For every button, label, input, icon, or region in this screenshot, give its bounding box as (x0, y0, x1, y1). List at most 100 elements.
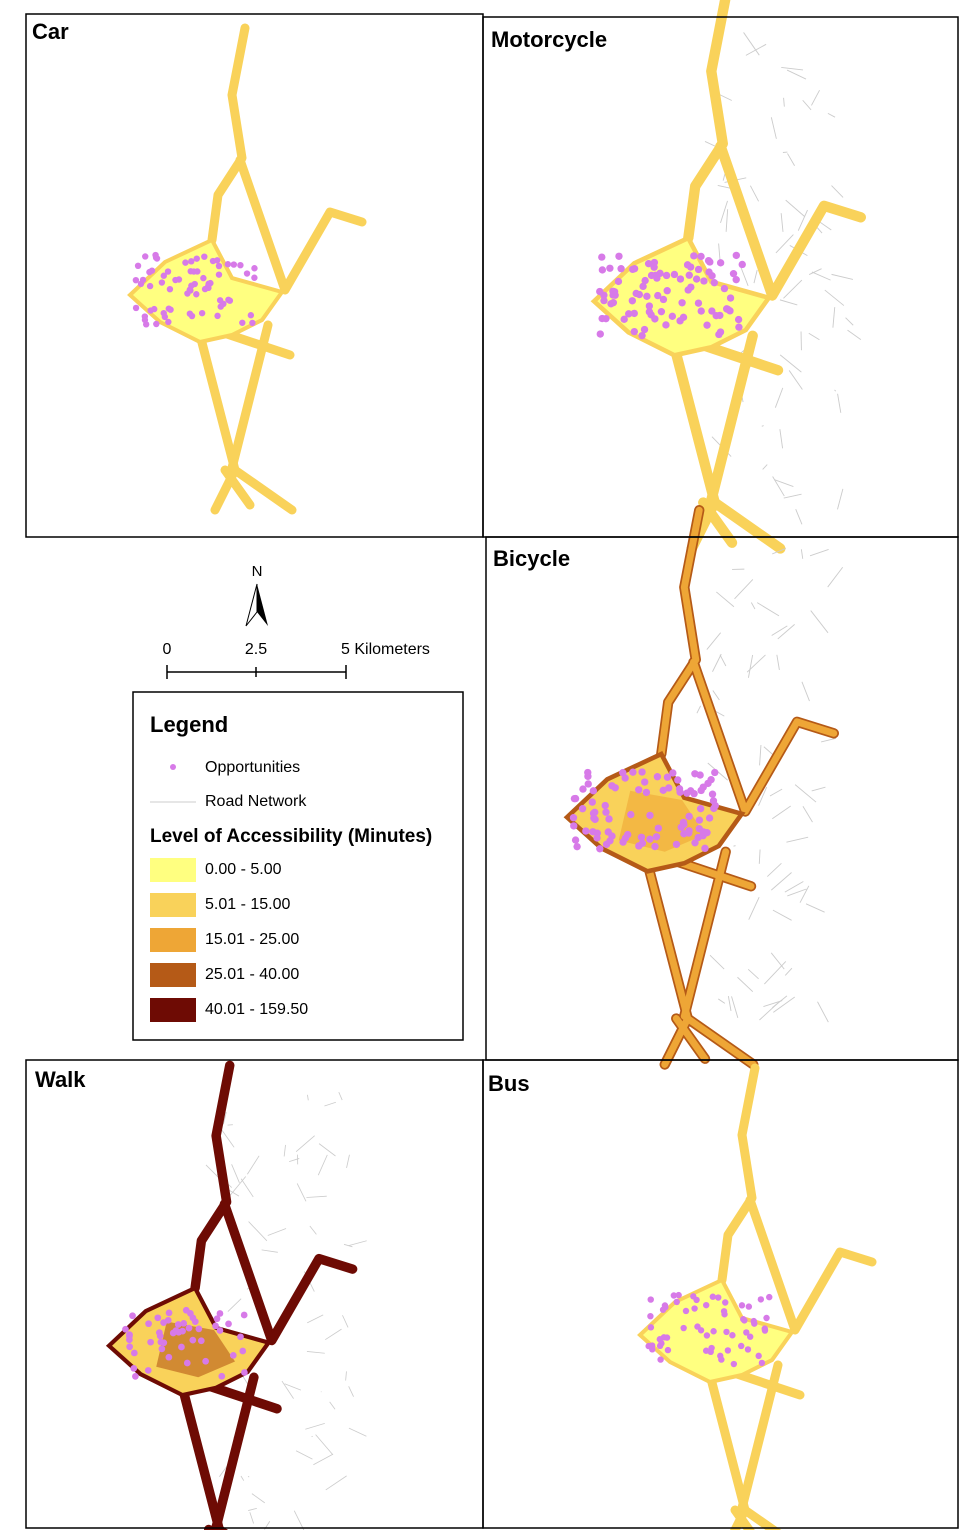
legend-label: 15.01 - 25.00 (205, 931, 299, 948)
opportunity (129, 1312, 136, 1319)
opportunity (599, 266, 606, 273)
opportunity (709, 791, 716, 798)
opportunity (741, 1317, 747, 1323)
opportunity (651, 315, 658, 322)
opportunity (133, 277, 139, 283)
opportunity (165, 1354, 172, 1361)
opportunity (648, 1324, 654, 1330)
opportunity (705, 268, 712, 275)
opportunity (653, 833, 660, 840)
opportunity (687, 283, 694, 290)
opportunity (710, 1294, 716, 1300)
opportunity (198, 1337, 205, 1344)
legend-swatch (150, 928, 196, 952)
opportunity (602, 802, 609, 809)
scale-label: 0 (163, 641, 172, 658)
opportunity (212, 1323, 219, 1330)
road-network (733, 846, 735, 847)
opportunity (167, 286, 173, 292)
opportunity (603, 841, 610, 848)
opportunity (165, 319, 171, 325)
opportunity (657, 1343, 663, 1349)
opportunity (647, 1313, 653, 1319)
opportunity (701, 845, 708, 852)
opportunity (635, 786, 642, 793)
opportunity (237, 1333, 244, 1340)
opportunity (251, 265, 257, 271)
opportunity (178, 1344, 185, 1351)
opportunity (161, 310, 167, 316)
opportunity (690, 252, 697, 259)
opportunity (188, 258, 194, 264)
opportunity (641, 326, 648, 333)
opportunity (686, 272, 693, 279)
opportunity (147, 307, 153, 313)
opportunity (607, 300, 614, 307)
opportunity (631, 328, 638, 335)
opportunity (216, 271, 222, 277)
opportunity (225, 1321, 232, 1328)
legend-subtitle: Level of Accessibility (Minutes) (150, 826, 432, 847)
opportunity (140, 277, 146, 283)
legend-dot (170, 764, 176, 770)
opportunity (676, 317, 683, 324)
opportunity (143, 321, 149, 327)
opportunity (572, 795, 579, 802)
opportunity (225, 297, 231, 303)
opportunity (218, 1373, 225, 1380)
opportunity (641, 277, 648, 284)
opportunity (172, 277, 178, 283)
opportunity (251, 275, 257, 281)
opportunity (152, 252, 158, 258)
opportunity (239, 1348, 246, 1355)
opportunity (758, 1296, 764, 1302)
opportunity (746, 1303, 752, 1309)
opportunity (671, 271, 678, 278)
opportunity (645, 260, 652, 267)
opportunity (675, 1292, 681, 1298)
opportunity (161, 273, 167, 279)
opportunity (196, 1326, 203, 1333)
opportunity (762, 1327, 768, 1333)
opportunity (608, 832, 615, 839)
opportunity (201, 253, 207, 259)
opportunity (691, 1305, 697, 1311)
opportunity (710, 1328, 716, 1334)
opportunity (696, 825, 703, 832)
opportunity (665, 1347, 671, 1353)
opportunity (722, 1299, 728, 1305)
opportunity (743, 1329, 749, 1335)
opportunity (147, 1339, 154, 1346)
opportunity (639, 840, 646, 847)
opportunity (225, 261, 231, 267)
opportunity (622, 834, 629, 841)
opportunity (617, 265, 624, 272)
opportunity (649, 1346, 655, 1352)
opportunity (629, 768, 636, 775)
legend-swatch (150, 858, 196, 882)
opportunity (700, 277, 707, 284)
opportunity (680, 821, 687, 828)
opportunity (711, 279, 718, 286)
opportunity (733, 252, 740, 259)
opportunity (205, 285, 211, 291)
opportunity (751, 1318, 757, 1324)
opportunity (126, 1333, 133, 1340)
panel-title: Walk (35, 1067, 86, 1092)
opportunity (703, 1302, 709, 1308)
legend-swatch (150, 893, 196, 917)
opportunity (570, 822, 577, 829)
opportunity (685, 813, 692, 820)
panel-title: Bicycle (493, 546, 570, 571)
opportunity (130, 1365, 137, 1372)
opportunity (202, 1358, 209, 1365)
opportunity (573, 843, 580, 850)
opportunity (654, 292, 661, 299)
legend-label: Opportunities (205, 759, 300, 776)
opportunity (646, 812, 653, 819)
opportunity (710, 805, 717, 812)
opportunity (755, 1353, 761, 1359)
opportunity (643, 293, 650, 300)
opportunity (725, 1347, 731, 1353)
opportunity (696, 816, 703, 823)
